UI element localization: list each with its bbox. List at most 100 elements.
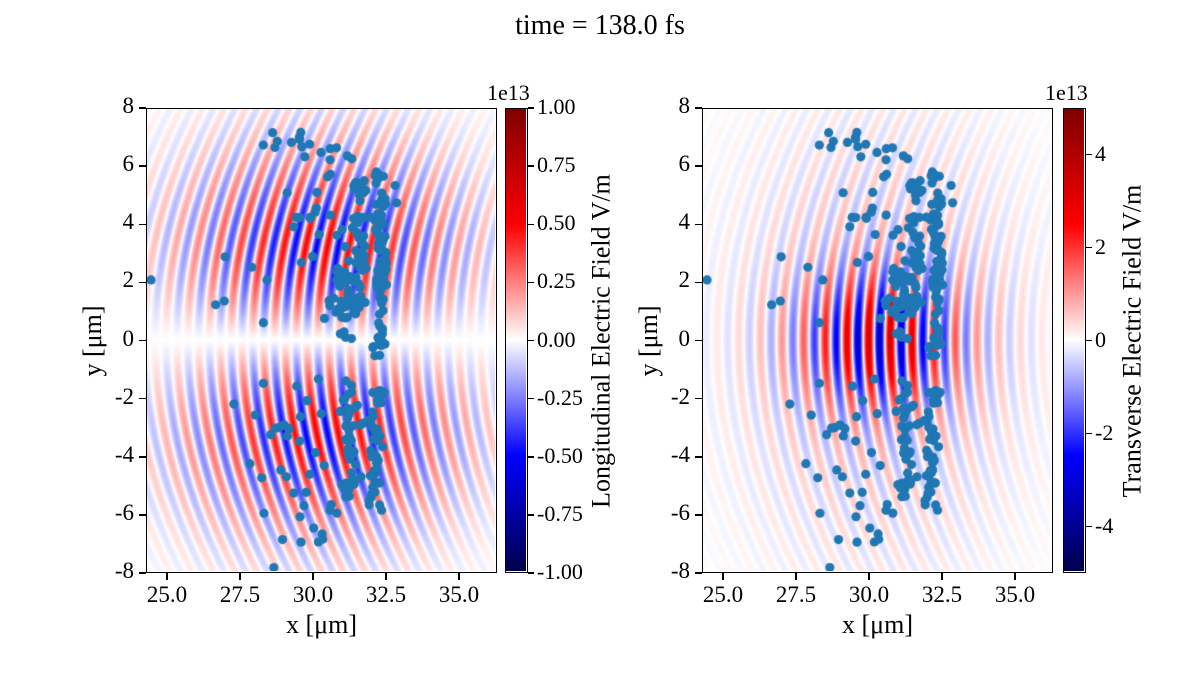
x-tick-label: 27.5: [775, 582, 817, 607]
x-tick: [458, 573, 460, 580]
colorbar-tick: [528, 165, 534, 167]
colorbar-tick: [528, 281, 534, 284]
colorbar-tick: [528, 397, 534, 400]
colorbar-tick: [1086, 339, 1092, 342]
x-tick-label: 30.0: [848, 582, 890, 607]
y-tick-label: 8: [678, 93, 691, 118]
y-tick-label: -4: [114, 441, 134, 467]
colorbar-tick-label: 0.50: [537, 210, 576, 236]
colorbar-tick-label: 0.75: [537, 152, 576, 178]
y-tick: [695, 397, 702, 400]
x-tick-label: 25.0: [146, 582, 188, 607]
colorbar-exponent-longitudinal: 1e13: [487, 80, 530, 105]
figure-title: time = 138.0 fs: [515, 10, 685, 41]
colorbar-exponent-transverse: 1e13: [1045, 80, 1088, 105]
y-tick-label: 8: [122, 93, 135, 118]
x-tick: [1014, 573, 1016, 580]
x-tick: [312, 573, 314, 580]
colorbar-tick-label: -1.00: [537, 559, 583, 584]
y-tick-label: 0: [122, 325, 135, 351]
x-tick: [166, 573, 168, 580]
y-tick: [695, 107, 702, 109]
colorbar-tick: [1086, 432, 1092, 435]
colorbar-tick: [528, 107, 534, 109]
colorbar-tick: [528, 456, 534, 458]
y-tick: [695, 339, 702, 342]
y-tick: [139, 514, 146, 516]
y-tick-label: 0: [678, 325, 691, 351]
plot-area-transverse: [702, 108, 1053, 573]
y-tick: [139, 107, 146, 109]
y-tick: [695, 165, 702, 167]
x-tick-label: 35.0: [994, 582, 1036, 607]
x-tick: [941, 573, 943, 580]
colorbar-tick: [1086, 153, 1092, 156]
x-tick-label: 25.0: [702, 582, 744, 607]
y-tick: [139, 223, 146, 225]
plot-area-longitudinal: [146, 108, 497, 573]
colorbar-gradient-transverse: [1064, 109, 1084, 571]
x-tick: [722, 573, 724, 580]
y-tick: [695, 514, 702, 516]
x-axis-label-longitudinal: x [μm]: [286, 610, 357, 639]
x-tick: [239, 573, 241, 580]
y-tick: [139, 339, 146, 342]
y-tick-label: 4: [678, 209, 691, 235]
colorbar-label-transverse: Transverse Electric Field V/m: [1117, 184, 1147, 497]
colorbar-tick-label: 2: [1095, 233, 1106, 259]
y-tick: [139, 397, 146, 400]
y-tick: [695, 572, 702, 574]
y-tick-label: -8: [670, 558, 690, 583]
y-tick-label: -6: [670, 499, 690, 525]
x-tick-label: 27.5: [219, 582, 261, 607]
x-tick: [385, 573, 387, 580]
y-tick: [695, 456, 702, 458]
y-tick: [139, 572, 146, 574]
colorbar-transverse: [1063, 108, 1086, 573]
y-tick-label: 6: [122, 151, 135, 177]
y-tick: [139, 165, 146, 167]
y-tick-label: -8: [114, 558, 134, 583]
y-tick-label: 2: [678, 267, 691, 293]
x-tick-label: 32.5: [365, 582, 407, 607]
y-tick-label: 4: [122, 209, 135, 235]
y-tick-label: 6: [678, 151, 691, 177]
y-tick-label: -4: [670, 441, 690, 467]
y-tick-label: -2: [114, 383, 134, 409]
colorbar-tick-label: 4: [1095, 140, 1106, 166]
colorbar-tick-label: -0.25: [537, 384, 583, 410]
colorbar-tick-label: -0.50: [537, 442, 583, 468]
colorbar-tick: [1086, 246, 1092, 249]
y-tick-label: 2: [122, 267, 135, 293]
y-tick: [695, 223, 702, 225]
x-tick-label: 32.5: [921, 582, 963, 607]
x-tick-label: 35.0: [438, 582, 480, 607]
y-tick: [695, 281, 702, 284]
colorbar-longitudinal: [505, 108, 528, 573]
colorbar-tick-label: -2: [1095, 419, 1114, 445]
colorbar-tick-label: 0.25: [537, 268, 576, 294]
colorbar-tick: [528, 223, 534, 225]
field-heatmap-canvas-transverse: [703, 109, 1051, 571]
y-tick-label: -2: [670, 383, 690, 409]
colorbar-label-longitudinal: Longitudinal Electric Field V/m: [586, 173, 616, 508]
colorbar-tick-label: -0.75: [537, 500, 583, 526]
y-tick-label: -6: [114, 499, 134, 525]
colorbar-tick-label: -4: [1095, 512, 1114, 538]
colorbar-tick: [528, 514, 534, 516]
y-tick: [139, 456, 146, 458]
x-tick-label: 30.0: [292, 582, 334, 607]
x-tick: [868, 573, 870, 580]
colorbar-tick: [1086, 525, 1092, 528]
colorbar-tick-label: 1.00: [537, 94, 576, 119]
x-axis-label-transverse: x [μm]: [842, 610, 913, 639]
field-heatmap-canvas-longitudinal: [147, 109, 495, 571]
x-tick: [795, 573, 797, 580]
colorbar-tick-label: 0: [1095, 326, 1106, 352]
colorbar-gradient-longitudinal: [506, 109, 526, 571]
colorbar-tick: [528, 339, 534, 342]
colorbar-tick-label: 0.00: [537, 326, 576, 352]
colorbar-tick: [528, 572, 534, 574]
y-tick: [139, 281, 146, 284]
